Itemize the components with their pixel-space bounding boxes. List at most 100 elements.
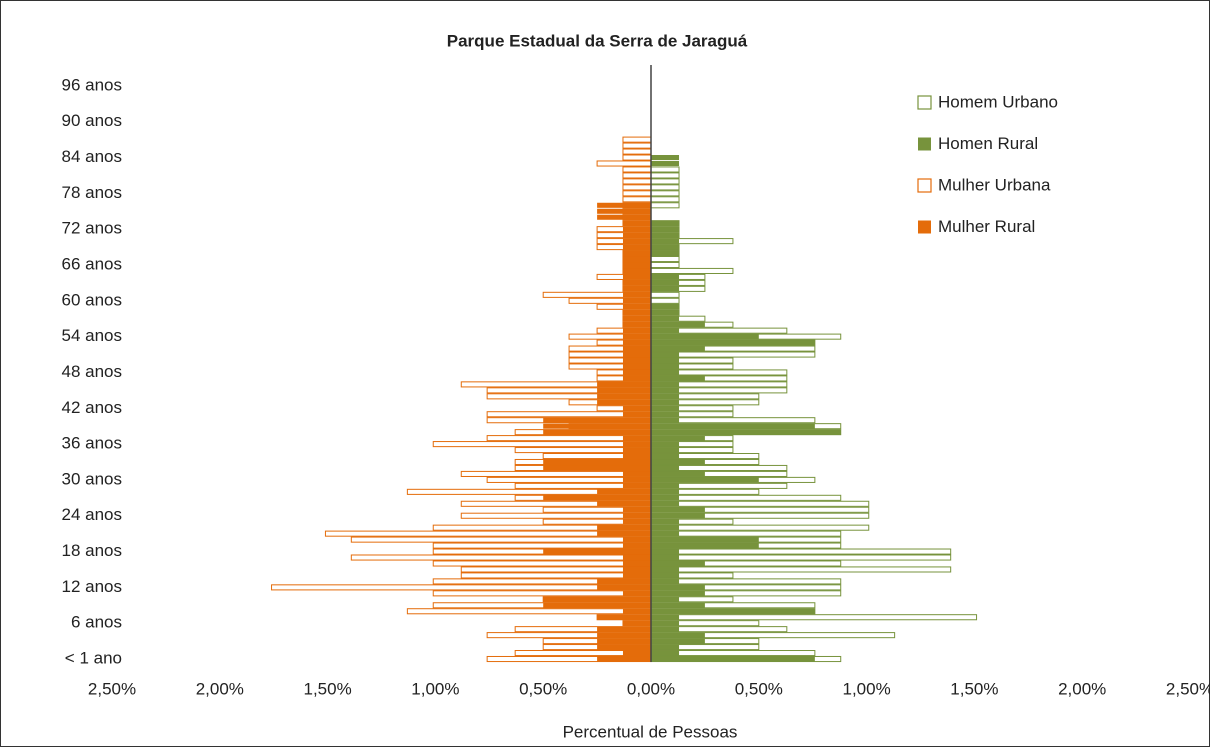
bar (651, 453, 680, 459)
bar (650, 494, 842, 501)
bar (651, 447, 680, 453)
bar (622, 543, 651, 549)
bar (597, 584, 651, 590)
bar (622, 262, 651, 268)
bar (597, 202, 651, 208)
bar (622, 316, 651, 322)
bar (650, 614, 978, 621)
bar (432, 441, 652, 448)
bar (651, 310, 680, 316)
bar (622, 435, 651, 441)
bar (622, 238, 651, 244)
legend-swatch (918, 137, 931, 151)
bar (622, 220, 651, 226)
legend-swatch (917, 178, 932, 193)
bar (622, 519, 651, 525)
x-tick-label: 0,50% (735, 679, 783, 698)
bar (651, 560, 705, 567)
legend-swatch (917, 95, 932, 110)
bar (651, 644, 680, 650)
bar (651, 626, 680, 632)
bar (622, 513, 651, 519)
bar (622, 250, 651, 256)
y-tick-label: < 1 ano (65, 648, 122, 667)
bar (651, 155, 680, 161)
bar (651, 513, 705, 519)
bar (650, 291, 680, 298)
y-tick-label: 24 anos (62, 505, 123, 524)
bar (622, 608, 651, 614)
bar (622, 483, 651, 489)
bar (651, 483, 680, 489)
y-tick-label: 12 anos (62, 577, 123, 596)
bar (622, 268, 651, 274)
bar (622, 286, 651, 292)
bar (651, 375, 705, 381)
bar (651, 584, 705, 590)
bar (651, 507, 705, 513)
bar (651, 638, 705, 644)
bar (651, 608, 815, 614)
x-tick-label: 2,50% (1166, 679, 1210, 698)
bar (622, 560, 651, 567)
x-tick-label: 1,00% (411, 679, 459, 698)
bar (543, 602, 651, 608)
bar (543, 459, 651, 465)
bar (651, 554, 680, 561)
bar (622, 136, 652, 143)
y-tick-label: 42 anos (62, 398, 123, 417)
y-tick-label: 72 anos (62, 219, 123, 238)
bar (622, 292, 651, 298)
bar (651, 435, 705, 441)
bar (651, 280, 680, 286)
bar (651, 656, 815, 662)
bar (651, 399, 680, 405)
bar (651, 346, 705, 352)
bar (622, 304, 651, 310)
bar (460, 470, 652, 477)
bar (650, 267, 734, 274)
bar (597, 489, 651, 495)
bar (651, 304, 680, 310)
bar (597, 501, 651, 507)
bar (543, 429, 651, 435)
x-tick-label: 1,50% (303, 679, 351, 698)
bar (650, 190, 680, 197)
bar (597, 578, 651, 584)
bar (651, 459, 705, 465)
bar (651, 274, 680, 280)
bar (622, 142, 652, 149)
bar (651, 531, 680, 537)
bar (651, 363, 680, 370)
bar (651, 357, 680, 364)
bar (650, 297, 680, 304)
bar (271, 584, 652, 591)
bar (622, 310, 651, 316)
bar (622, 334, 651, 340)
y-tick-label: 78 anos (62, 183, 123, 202)
bar (597, 214, 651, 220)
bar (622, 322, 651, 328)
bar (651, 471, 705, 477)
legend-label: Homem Urbano (938, 92, 1058, 111)
bar (460, 512, 652, 519)
bar (622, 620, 651, 626)
bar (651, 614, 680, 620)
bar (650, 178, 680, 185)
bar (622, 363, 651, 370)
bar (651, 590, 705, 596)
bar (622, 447, 651, 453)
bar (651, 578, 680, 584)
bar (651, 381, 680, 387)
bar (651, 232, 680, 238)
bar (650, 261, 680, 269)
bar (350, 554, 652, 561)
bar (543, 549, 651, 555)
x-axis-label: Percentual de Pessoas (563, 722, 738, 741)
bar (651, 316, 680, 322)
bar (622, 340, 651, 346)
bar (651, 501, 680, 507)
bar (651, 632, 705, 638)
bar (597, 638, 651, 644)
